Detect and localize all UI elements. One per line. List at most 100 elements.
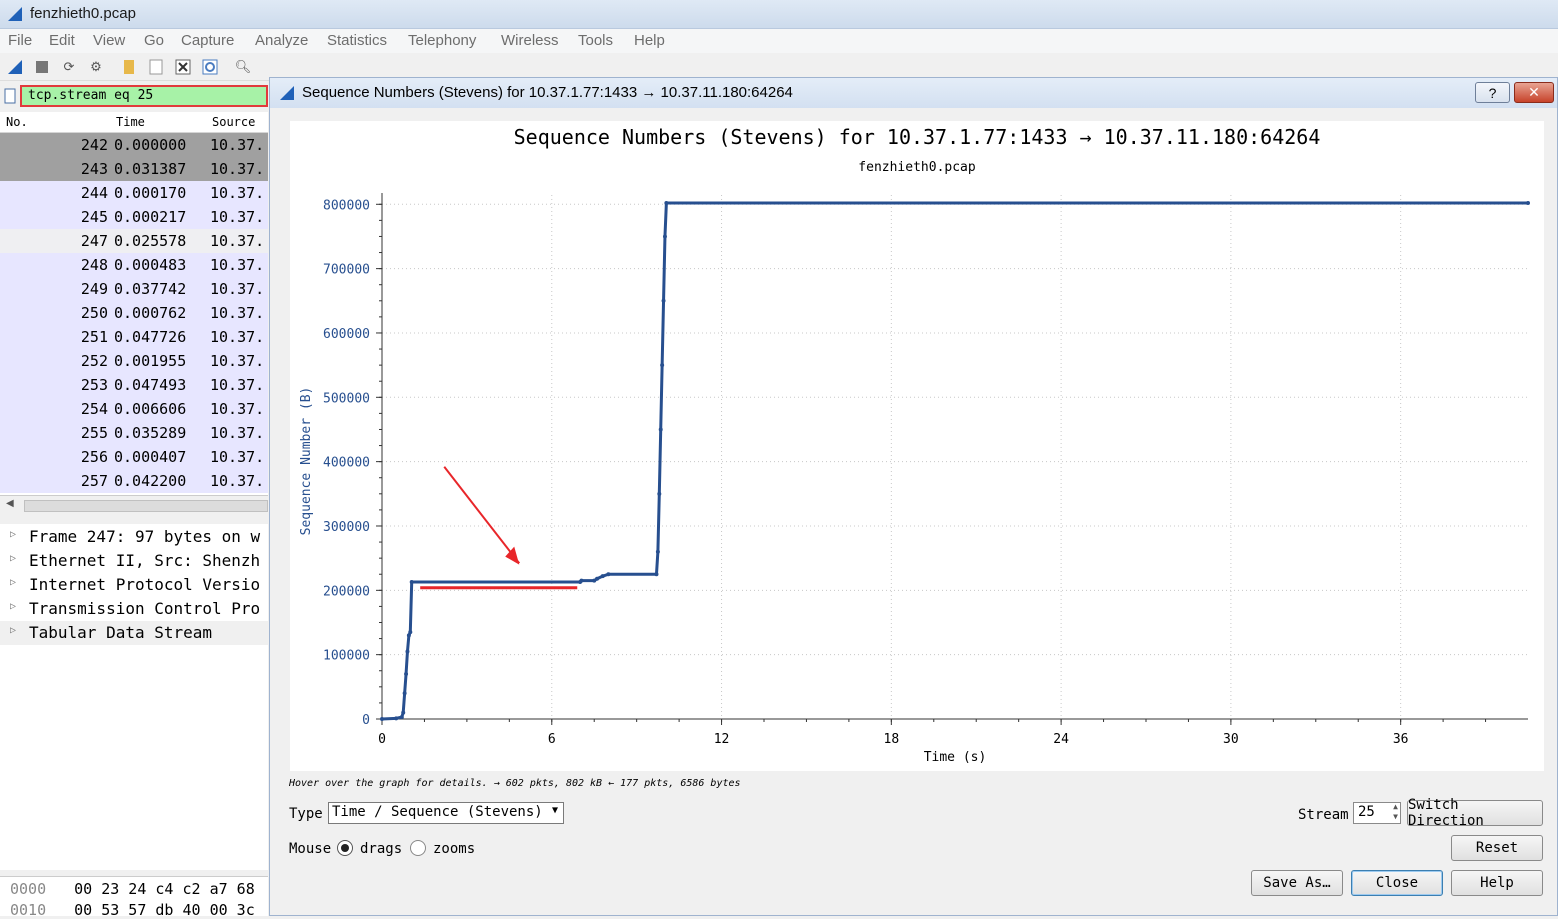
mouse-label: Mouse	[289, 841, 332, 857]
packet-time: 0.037742	[114, 280, 187, 298]
packet-number: 255	[80, 424, 108, 442]
zooms-radio[interactable]	[410, 840, 426, 856]
data-point	[654, 572, 659, 577]
detail-tree-item[interactable]: ▷ Internet Protocol Versio	[0, 573, 268, 597]
data-point	[662, 234, 667, 239]
menu-statistics[interactable]: Statistics	[327, 32, 388, 49]
find-packet-icon[interactable]: 🔍︎	[234, 59, 252, 74]
start-capture-icon[interactable]	[6, 58, 24, 76]
help-button[interactable]: Help	[1451, 870, 1543, 896]
column-time[interactable]: Time	[116, 115, 145, 129]
expand-arrow-icon[interactable]: ▷	[10, 625, 17, 636]
open-file-icon[interactable]	[120, 58, 138, 76]
menu-wireless[interactable]: Wireless	[501, 32, 559, 49]
table-row[interactable]: 253 0.047493 10.37.	[0, 373, 268, 397]
table-row[interactable]: 254 0.006606 10.37.	[0, 397, 268, 421]
data-point	[409, 579, 414, 584]
data-point	[399, 715, 404, 720]
window-title: fenzhieth0.pcap	[30, 5, 136, 22]
expand-arrow-icon[interactable]: ▷	[10, 529, 17, 540]
packet-source: 10.37.	[210, 400, 265, 418]
reset-button[interactable]: Reset	[1451, 835, 1543, 861]
graph-area[interactable]: Sequence Numbers (Stevens) for 10.37.1.7…	[290, 121, 1544, 771]
reload-file-icon[interactable]	[201, 58, 219, 76]
table-row[interactable]: 257 0.042200 10.37.	[0, 469, 268, 493]
packet-time: 0.031387	[114, 160, 187, 178]
y-tick-label: 300000	[323, 520, 370, 535]
capture-options-icon[interactable]: ⚙	[90, 59, 102, 74]
x-tick-label: 30	[1223, 732, 1239, 747]
menu-capture[interactable]: Capture	[181, 32, 235, 49]
close-button[interactable]: Close	[1351, 870, 1443, 896]
stream-spinbox[interactable]: 25 ▲ ▼	[1353, 802, 1401, 824]
horizontal-scrollbar[interactable]: ◀	[0, 495, 268, 515]
table-row[interactable]: 249 0.037742 10.37.	[0, 277, 268, 301]
packet-time: 0.035289	[114, 424, 187, 442]
table-row[interactable]: 256 0.000407 10.37.	[0, 445, 268, 469]
data-point	[579, 578, 584, 583]
packet-time: 0.025578	[114, 232, 187, 250]
menu-edit[interactable]: Edit	[49, 32, 75, 49]
table-row[interactable]: 252 0.001955 10.37.	[0, 349, 268, 373]
menu-analyze[interactable]: Analyze	[255, 32, 309, 49]
detail-label: Internet Protocol Versio	[29, 575, 261, 594]
detail-tree-item[interactable]: ▷ Ethernet II, Src: Shenzh	[0, 549, 268, 573]
column-no[interactable]: No.	[6, 115, 28, 129]
table-row[interactable]: 255 0.035289 10.37.	[0, 421, 268, 445]
data-point	[600, 574, 605, 579]
spin-arrows-icon[interactable]: ▲ ▼	[1393, 802, 1398, 821]
switch-direction-button[interactable]: Switch Direction	[1407, 797, 1543, 829]
table-row[interactable]: 250 0.000762 10.37.	[0, 301, 268, 325]
restart-capture-icon[interactable]: ⟳	[63, 59, 75, 74]
menu-go[interactable]: Go	[144, 32, 165, 49]
detail-tree-item[interactable]: ▷ Transmission Control Pro	[0, 597, 268, 621]
expand-arrow-icon[interactable]: ▷	[10, 577, 17, 588]
table-row[interactable]: 248 0.000483 10.37.	[0, 253, 268, 277]
bookmark-icon[interactable]	[4, 88, 16, 104]
dialog-title: Sequence Numbers (Stevens) for 10.37.1.7…	[302, 84, 793, 101]
detail-tree-item[interactable]: ▷ Tabular Data Stream	[0, 621, 268, 645]
scroll-left-icon[interactable]: ◀	[6, 498, 14, 509]
menu-view[interactable]: View	[93, 32, 126, 49]
packet-source: 10.37.	[210, 160, 265, 178]
table-row[interactable]: 245 0.000217 10.37.	[0, 205, 268, 229]
packet-time: 0.006606	[114, 400, 187, 418]
detail-tree-item[interactable]: ▷ Frame 247: 97 bytes on w	[0, 525, 268, 549]
help-icon[interactable]: ?	[1475, 82, 1510, 103]
display-filter-input[interactable]: tcp.stream eq 25	[20, 85, 268, 107]
packet-source: 10.37.	[210, 136, 265, 154]
data-point	[655, 549, 660, 554]
packet-time: 0.042200	[114, 472, 187, 490]
table-row[interactable]: 244 0.000170 10.37.	[0, 181, 268, 205]
expand-arrow-icon[interactable]: ▷	[10, 601, 17, 612]
save-file-icon[interactable]	[147, 58, 165, 76]
drags-radio[interactable]	[337, 840, 353, 856]
graph-type-select[interactable]: Time / Sequence (Stevens) ▼	[328, 802, 564, 824]
table-row[interactable]: 247 0.025578 10.37.	[0, 229, 268, 253]
y-tick-label: 100000	[323, 649, 370, 664]
table-row[interactable]: 251 0.047726 10.37.	[0, 325, 268, 349]
table-row[interactable]: 242 0.000000 10.37.	[0, 133, 268, 157]
packet-source: 10.37.	[210, 304, 265, 322]
save-as-button[interactable]: Save As…	[1251, 870, 1343, 896]
scrollbar-thumb[interactable]	[24, 500, 268, 512]
packet-source: 10.37.	[210, 184, 265, 202]
packet-number: 254	[80, 400, 108, 418]
packet-time: 0.000217	[114, 208, 187, 226]
menu-telephony[interactable]: Telephony	[408, 32, 477, 49]
expand-arrow-icon[interactable]: ▷	[10, 553, 17, 564]
close-file-icon[interactable]	[174, 58, 192, 76]
wireshark-fin-icon	[280, 86, 294, 100]
table-row[interactable]: 243 0.031387 10.37.	[0, 157, 268, 181]
menu-tools[interactable]: Tools	[578, 32, 614, 49]
close-icon[interactable]: ✕	[1514, 82, 1554, 103]
data-point	[401, 710, 406, 715]
detail-label: Tabular Data Stream	[29, 623, 213, 642]
menu-file[interactable]: File	[8, 32, 33, 49]
column-source[interactable]: Source	[212, 115, 256, 129]
packet-number: 256	[80, 448, 108, 466]
y-tick-label: 800000	[323, 198, 370, 213]
menu-help[interactable]: Help	[634, 32, 665, 49]
sequence-graph[interactable]: Sequence Numbers (Stevens) for 10.37.1.7…	[290, 121, 1544, 771]
stop-capture-icon[interactable]	[33, 58, 51, 76]
